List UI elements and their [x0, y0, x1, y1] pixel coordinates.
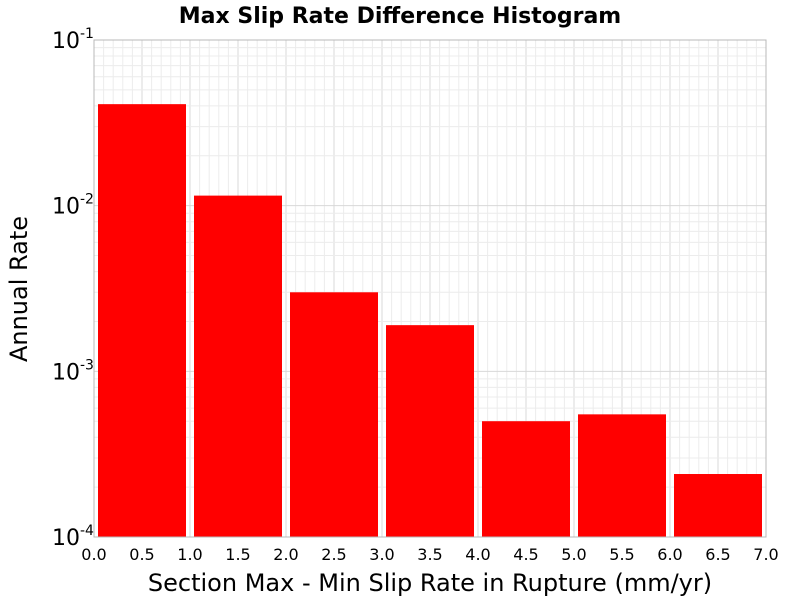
x-tick-label: 1.5	[225, 545, 250, 564]
x-tick-label: 0.0	[81, 545, 106, 564]
x-tick-label: 5.0	[561, 545, 586, 564]
histogram-bar	[290, 292, 378, 537]
x-tick-label: 2.5	[321, 545, 346, 564]
histogram-bar	[674, 474, 762, 537]
x-tick-label: 6.0	[657, 545, 682, 564]
x-tick-label: 3.0	[369, 545, 394, 564]
x-tick-label: 2.0	[273, 545, 298, 564]
y-tick-label: 10-4	[52, 523, 94, 551]
histogram-bar	[386, 325, 474, 537]
y-axis-label: Annual Rate	[5, 216, 33, 362]
x-tick-label: 0.5	[129, 545, 154, 564]
x-tick-label: 4.5	[513, 545, 538, 564]
histogram-bar	[578, 414, 666, 537]
histogram-bar	[482, 421, 570, 537]
x-tick-label: 5.5	[609, 545, 634, 564]
x-tick-label: 4.0	[465, 545, 490, 564]
x-tick-label: 3.5	[417, 545, 442, 564]
plot-area-border	[93, 39, 767, 538]
chart-title: Max Slip Rate Difference Histogram	[179, 4, 621, 29]
x-tick-label: 1.0	[177, 545, 202, 564]
histogram-bar	[194, 195, 282, 537]
y-tick-label: 10-2	[52, 192, 94, 220]
bars	[98, 104, 762, 538]
histogram-bar	[98, 104, 186, 538]
x-tick-labels: 0.0 0.5 1.0 1.5 2.0 2.5 3.0 3.5 4.0 4.5 5.0 5.5 6.0 6…	[81, 545, 778, 564]
y-tick-labels: 10-1 10-2 10-3 10-4	[52, 26, 94, 551]
x-axis-label: Section Max - Min Slip Rate in Rupture (…	[148, 569, 712, 597]
x-tick-label: 7.0	[753, 545, 778, 564]
y-tick-label: 10-1	[52, 26, 94, 54]
y-tick-label: 10-3	[52, 357, 94, 385]
x-tick-label: 6.5	[705, 545, 730, 564]
